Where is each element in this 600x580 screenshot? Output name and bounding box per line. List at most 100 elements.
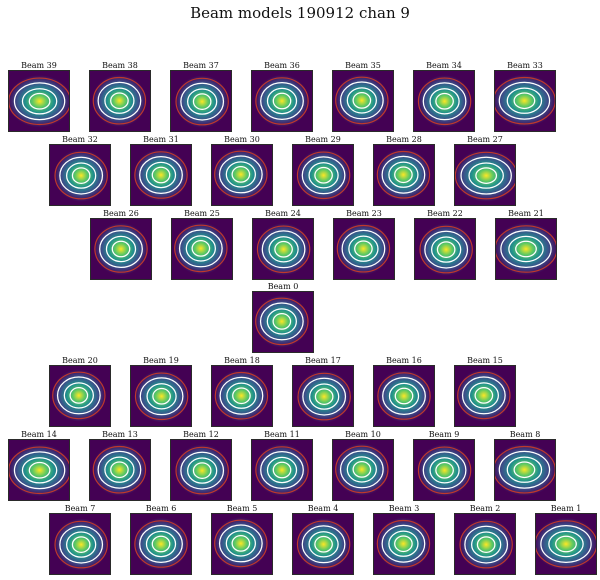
beam-label: Beam 0 bbox=[267, 282, 299, 291]
contour-middle bbox=[145, 530, 177, 558]
beam-label: Beam 33 bbox=[507, 61, 543, 70]
beam-response bbox=[495, 74, 555, 127]
contour-inner bbox=[231, 166, 251, 183]
beam-model-plot bbox=[130, 144, 192, 206]
contour-middle bbox=[185, 235, 216, 262]
beam-response bbox=[296, 149, 351, 202]
beam-label: Beam 5 bbox=[226, 504, 258, 513]
beam-model-plot bbox=[211, 365, 273, 427]
contour-outer-red bbox=[175, 77, 229, 126]
contour-inner bbox=[110, 461, 129, 479]
beam-panel: Beam 30 bbox=[211, 135, 273, 206]
contour-outer-red bbox=[92, 76, 147, 125]
beam-model-plot bbox=[251, 439, 313, 501]
beam-model-plot bbox=[211, 144, 273, 206]
beam-response bbox=[256, 223, 311, 276]
contour-outer bbox=[13, 82, 66, 121]
contour-inner bbox=[515, 240, 537, 258]
beam-model-plot bbox=[130, 365, 192, 427]
contour-middle bbox=[187, 457, 218, 484]
contour-outer bbox=[339, 450, 384, 489]
beam-model-plot bbox=[454, 513, 516, 575]
contour-middle bbox=[388, 530, 419, 557]
contour-outer bbox=[422, 451, 467, 490]
beam-response bbox=[297, 370, 352, 423]
contour-middle bbox=[66, 531, 97, 558]
contour-middle bbox=[225, 530, 256, 557]
beam-model-plot bbox=[333, 218, 395, 280]
contour-outer bbox=[339, 81, 384, 120]
beam-response bbox=[133, 148, 189, 202]
contour-outer-red bbox=[376, 519, 431, 568]
beam-response bbox=[376, 148, 431, 201]
contour-inner bbox=[435, 461, 454, 479]
contour-outer-red bbox=[9, 446, 69, 495]
beam-label: Beam 25 bbox=[184, 209, 220, 218]
contour-middle bbox=[308, 162, 339, 189]
contour-middle bbox=[388, 382, 420, 410]
contour-middle bbox=[471, 531, 502, 558]
beam-panel: Beam 17 bbox=[292, 356, 354, 427]
contour-outer-red bbox=[296, 151, 351, 200]
contour-inner bbox=[28, 461, 51, 479]
contour-outer-red bbox=[336, 224, 391, 273]
beam-panel: Beam 8 bbox=[494, 430, 556, 501]
contour-middle bbox=[268, 236, 299, 263]
contour-inner bbox=[272, 92, 292, 110]
contour-middle bbox=[429, 457, 460, 484]
contour-outer-red bbox=[536, 520, 596, 568]
contour-outer bbox=[97, 450, 142, 489]
contour-middle bbox=[309, 383, 340, 410]
beam-label: Beam 37 bbox=[183, 61, 219, 70]
beam-label: Beam 13 bbox=[102, 430, 138, 439]
beam-model-plot bbox=[332, 439, 394, 501]
beam-label: Beam 28 bbox=[386, 135, 422, 144]
beam-model-plot bbox=[252, 218, 314, 280]
beam-response bbox=[495, 443, 555, 496]
beam-model-plot bbox=[332, 70, 394, 132]
contour-middle bbox=[346, 456, 377, 483]
beam-panel: Beam 31 bbox=[130, 135, 192, 206]
beam-model-plot bbox=[413, 439, 475, 501]
beam-response bbox=[213, 148, 268, 201]
contour-outer-red bbox=[496, 225, 556, 273]
contour-inner bbox=[272, 461, 292, 479]
beam-response bbox=[134, 370, 189, 423]
beam-panel: Beam 12 bbox=[170, 430, 232, 501]
contour-middle bbox=[104, 87, 135, 114]
beam-response bbox=[254, 295, 309, 348]
contour-middle bbox=[508, 235, 544, 263]
contour-outer bbox=[460, 156, 512, 195]
contour-inner bbox=[352, 92, 372, 109]
beam-response bbox=[254, 443, 310, 497]
beam-response bbox=[456, 369, 511, 422]
contour-inner bbox=[191, 240, 211, 257]
beam-panel: Beam 15 bbox=[454, 356, 516, 427]
beam-response bbox=[336, 222, 391, 275]
contour-inner bbox=[71, 536, 91, 553]
contour-outer-red bbox=[459, 520, 513, 569]
beam-model-plot bbox=[292, 513, 354, 575]
beam-response bbox=[92, 443, 147, 496]
contour-middle bbox=[266, 87, 298, 115]
beam-panel: Beam 9 bbox=[413, 430, 475, 501]
beam-response bbox=[376, 369, 432, 423]
beam-model-plot bbox=[49, 144, 111, 206]
contour-outer bbox=[301, 156, 346, 195]
beam-response bbox=[334, 74, 389, 127]
contour-inner bbox=[274, 240, 293, 258]
beam-model-plot bbox=[8, 70, 70, 132]
contour-middle bbox=[266, 456, 298, 484]
contour-outer bbox=[341, 229, 386, 268]
contour-inner bbox=[151, 535, 171, 553]
contour-outer bbox=[381, 155, 426, 194]
contour-inner bbox=[192, 462, 212, 479]
contour-outer bbox=[540, 524, 592, 564]
contour-outer bbox=[259, 302, 304, 341]
beam-panel: Beam 23 bbox=[333, 209, 395, 280]
beam-model-plot bbox=[373, 144, 435, 206]
contour-outer-red bbox=[134, 372, 189, 421]
beam-response bbox=[455, 149, 515, 202]
beam-label: Beam 21 bbox=[508, 209, 544, 218]
contour-inner bbox=[231, 535, 251, 552]
